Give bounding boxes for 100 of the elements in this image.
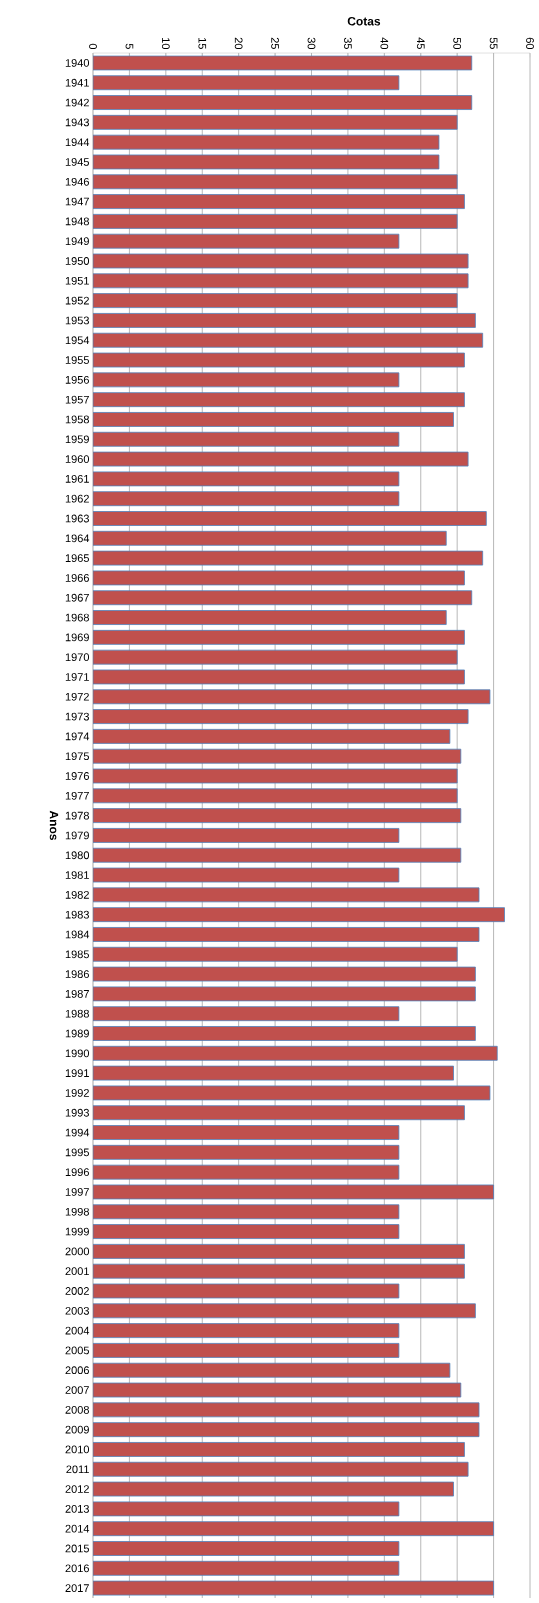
y-tick-label: 2015 [65, 1544, 89, 1553]
y-tick-label: 1953 [65, 316, 89, 325]
y-tick-label: 1965 [65, 554, 89, 563]
y-tick-label: 1952 [65, 296, 89, 305]
y-tick-label: 1951 [65, 276, 89, 285]
y-tick-label: 1958 [65, 415, 89, 424]
bar [93, 491, 400, 507]
bar [93, 1204, 400, 1220]
x-tick-label: 45 [416, 37, 425, 50]
bar [93, 1243, 465, 1259]
bar [93, 1560, 400, 1576]
bar [93, 649, 458, 665]
bar [93, 629, 465, 645]
y-tick-label: 1982 [65, 890, 89, 899]
x-tick-label: 0 [89, 43, 97, 50]
bar [93, 1164, 400, 1180]
bar [93, 1006, 400, 1022]
y-tick-label: 1979 [65, 831, 89, 840]
y-tick-label: 1999 [65, 1227, 89, 1236]
y-tick-label: 1980 [65, 851, 90, 860]
bar [93, 1144, 400, 1160]
y-tick-label: 2009 [65, 1425, 89, 1434]
x-tick-label: 40 [380, 37, 389, 50]
y-tick-label: 1983 [65, 910, 89, 919]
y-tick-label: 1969 [65, 633, 89, 642]
bar [93, 927, 480, 942]
y-tick-label: 2013 [65, 1505, 89, 1513]
bar [93, 75, 400, 91]
y-tick-label: 2000 [65, 1247, 90, 1256]
y-tick-label: 1947 [65, 197, 89, 206]
y-tick-label: 1954 [65, 336, 90, 345]
x-axis-title: Cotas [347, 17, 381, 26]
y-tick-label: 1960 [65, 455, 90, 463]
y-tick-label: 1964 [65, 534, 90, 543]
y-tick-label: 1950 [65, 257, 90, 265]
bar [93, 1422, 480, 1438]
bar [93, 213, 458, 229]
bar [93, 372, 400, 388]
y-tick-label: 1949 [65, 237, 89, 246]
y-tick-label: 1993 [65, 1108, 89, 1117]
y-tick-label: 1986 [65, 970, 89, 978]
x-tick-label: 20 [234, 37, 243, 50]
y-tick-label: 2006 [65, 1366, 89, 1375]
x-tick-label: 55 [489, 37, 498, 50]
y-tick-label: 1973 [65, 712, 89, 721]
y-tick-label: 1948 [65, 217, 89, 226]
bar [93, 431, 400, 447]
y-tick-label: 1943 [65, 118, 89, 127]
y-tick-label: 1957 [65, 395, 89, 404]
y-tick-label: 1978 [65, 811, 89, 820]
y-tick-label: 1941 [65, 78, 89, 87]
y-tick-label: 1955 [65, 356, 89, 364]
y-tick-label: 1998 [65, 1207, 89, 1216]
bar [93, 511, 487, 526]
y-tick-label: 1988 [65, 1009, 89, 1018]
bar [93, 828, 400, 843]
bar [93, 748, 462, 764]
y-tick-label: 2004 [65, 1326, 90, 1335]
y-tick-label: 1971 [65, 673, 89, 681]
y-tick-label: 1959 [65, 435, 89, 444]
y-tick-label: 1992 [65, 1089, 89, 1097]
bar [93, 946, 458, 962]
y-tick-label: 2012 [65, 1485, 89, 1493]
x-tick-label: 60 [526, 37, 534, 50]
bar [93, 1125, 400, 1140]
bar [93, 1343, 400, 1358]
x-tick-label: 15 [198, 38, 207, 50]
x-tick-label: 30 [307, 37, 316, 50]
bar [93, 610, 447, 625]
y-tick-label: 2007 [65, 1386, 89, 1394]
y-tick-label: 1996 [65, 1168, 89, 1177]
bar [93, 689, 491, 705]
bar [93, 530, 447, 546]
y-tick-label: 2017 [65, 1584, 89, 1593]
y-tick-label: 1974 [65, 732, 90, 741]
y-axis-title: Anos [49, 810, 59, 841]
x-tick-label: 50 [453, 37, 462, 50]
bar [93, 273, 469, 289]
bar [93, 95, 473, 110]
y-tick-label: 1994 [65, 1128, 90, 1137]
bar [93, 847, 462, 863]
x-tick-label: 5 [125, 43, 134, 50]
y-tick-label: 1987 [65, 990, 89, 998]
y-tick-label: 2003 [65, 1306, 89, 1315]
y-tick-label: 1968 [65, 613, 89, 622]
bar [93, 1045, 498, 1061]
y-tick-label: 1981 [65, 871, 89, 879]
bar [93, 1105, 465, 1121]
y-tick-label: 1990 [65, 1049, 90, 1058]
y-tick-label: 1985 [65, 950, 89, 959]
x-tick-label: 10 [161, 38, 170, 50]
y-tick-label: 1991 [65, 1069, 89, 1078]
y-tick-label: 1961 [65, 475, 89, 483]
bar [93, 174, 458, 190]
bar [93, 1541, 400, 1556]
y-tick-label: 1967 [65, 593, 89, 602]
y-tick-label: 1970 [65, 653, 90, 662]
y-tick-label: 1972 [65, 692, 89, 701]
y-tick-label: 1940 [65, 59, 90, 67]
y-tick-label: 2016 [65, 1564, 89, 1573]
